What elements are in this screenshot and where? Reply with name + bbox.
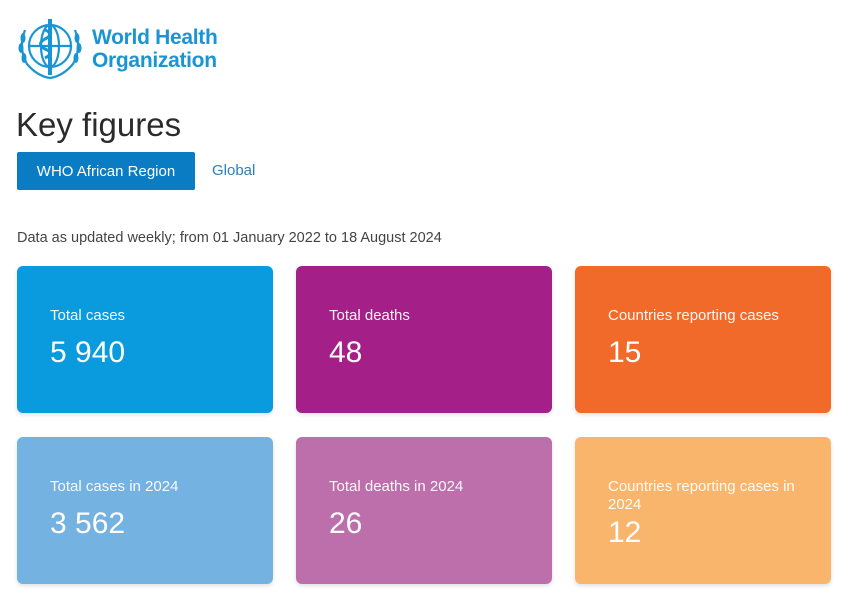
data-updated-note: Data as updated weekly; from 01 January … xyxy=(17,230,442,246)
card-label: Countries reporting cases xyxy=(608,307,779,324)
tab-who-african-region[interactable]: WHO African Region xyxy=(17,152,195,190)
card-value: 15 xyxy=(608,336,642,369)
logo-text-line1: World Health xyxy=(92,26,218,49)
card-label: Total deaths in 2024 xyxy=(329,478,464,495)
card-total-cases-2024: Total cases in 2024 3 562 xyxy=(17,437,273,584)
card-label: Total cases xyxy=(50,307,126,324)
card-total-deaths: Total deaths 48 xyxy=(296,266,552,413)
card-value: 3 562 xyxy=(50,507,126,540)
card-label: Countries reporting cases in 2024 xyxy=(608,478,795,513)
card-countries-reporting-2024: Countries reporting cases in 2024 12 xyxy=(575,437,831,584)
page-title: Key figures xyxy=(16,106,182,143)
card-value: 48 xyxy=(329,336,363,369)
card-value: 12 xyxy=(608,516,642,549)
card-total-cases: Total cases 5 940 xyxy=(17,266,273,413)
logo-text-line2: Organization xyxy=(92,49,217,72)
who-logo[interactable]: World Health Organization xyxy=(15,16,218,82)
tab-global[interactable]: Global xyxy=(212,162,256,179)
card-value: 5 940 xyxy=(50,336,126,369)
logo-text: World Health Organization xyxy=(92,26,218,72)
card-countries-reporting: Countries reporting cases 15 xyxy=(575,266,831,413)
card-value: 26 xyxy=(329,507,363,540)
who-emblem-icon xyxy=(18,19,82,80)
card-label: Total cases in 2024 xyxy=(50,478,179,495)
card-total-deaths-2024: Total deaths in 2024 26 xyxy=(296,437,552,584)
card-label: Total deaths xyxy=(329,307,410,324)
